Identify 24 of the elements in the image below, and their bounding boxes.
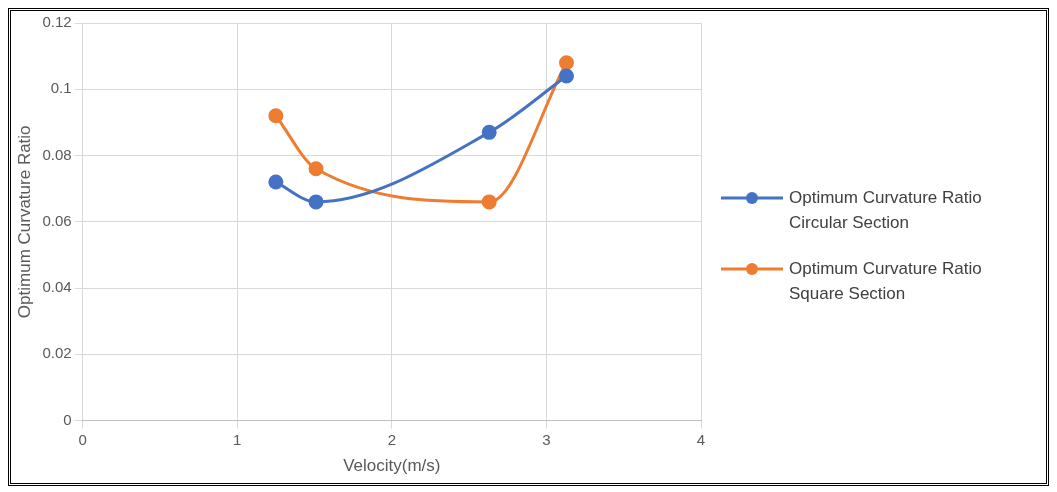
point: [559, 55, 574, 71]
y-tick-label: 0.08: [42, 145, 72, 163]
point: [268, 174, 284, 190]
point: [481, 124, 497, 140]
x-tick-label: 2: [387, 430, 396, 448]
point: [559, 68, 574, 84]
x-tick-label: 4: [696, 430, 706, 448]
x-tick-label: 0: [78, 430, 87, 448]
y-tick-label: 0: [63, 410, 72, 428]
y-tick-label: 0.1: [50, 79, 72, 97]
point: [308, 194, 324, 210]
y-tick-label: 0.02: [42, 344, 72, 362]
point: [268, 108, 284, 124]
x-axis-title: Velocity(m/s): [343, 456, 441, 476]
y-tick-label: 0.12: [42, 13, 72, 31]
legend-label: Optimum Curvature Ratio Square Section: [789, 258, 983, 305]
legend-label: Optimum Curvature Ratio Circular Section: [789, 187, 983, 234]
y-axis-title: Optimum Curvature Ratio: [14, 125, 34, 319]
x-tick-label: 1: [233, 430, 242, 448]
point: [481, 194, 497, 210]
y-tick-label: 0.06: [42, 211, 72, 229]
x-tick-label: 3: [542, 430, 551, 448]
point: [308, 161, 324, 177]
y-tick-label: 0.04: [42, 278, 72, 296]
